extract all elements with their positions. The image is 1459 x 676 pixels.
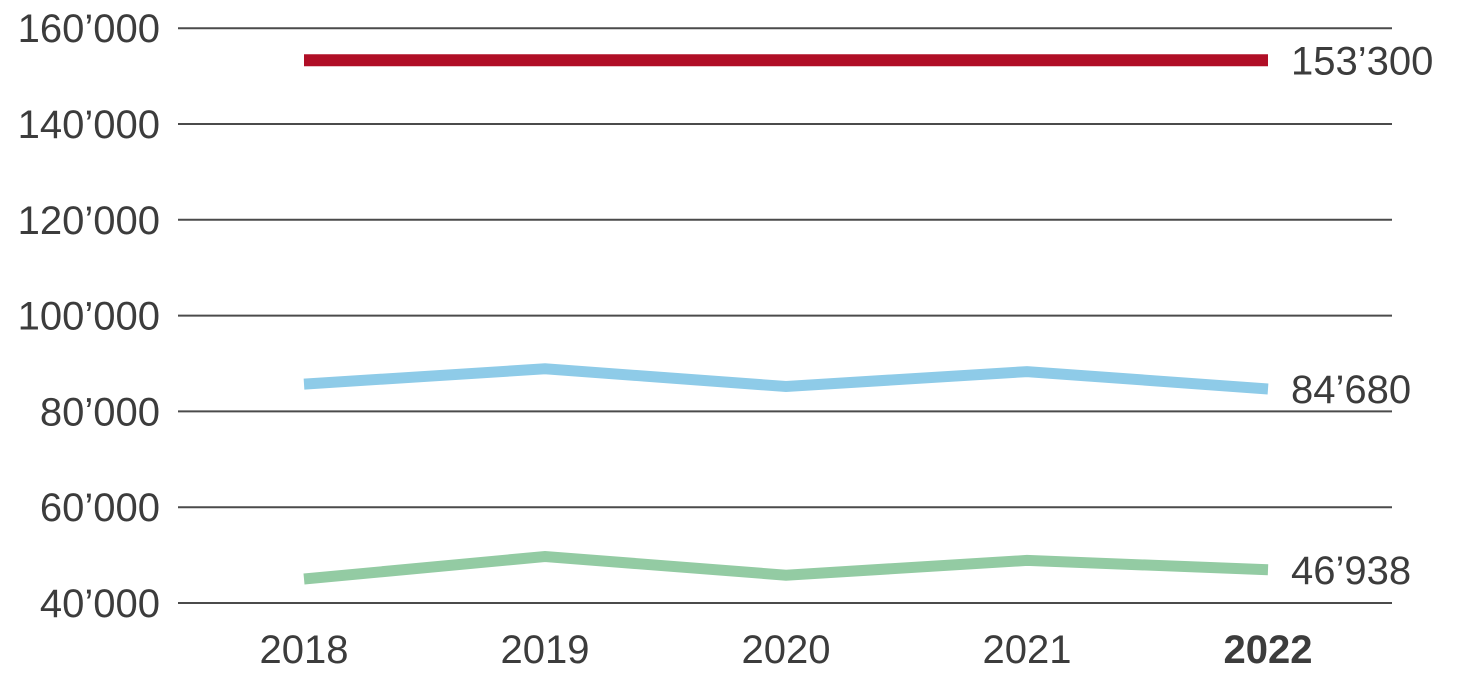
blue-series-value-label: 84’680: [1291, 368, 1411, 412]
y-tick-label: 100’000: [18, 295, 160, 339]
x-tick-label-2018: 2018: [260, 628, 349, 672]
x-tick-label-2020: 2020: [742, 628, 831, 672]
x-tick-label-2022: 2022: [1224, 628, 1313, 672]
red-series-value-label: 153’300: [1291, 39, 1433, 83]
y-tick-label: 120’000: [18, 199, 160, 243]
green-series-line: [303, 550, 1269, 585]
y-tick-label: 40’000: [40, 582, 160, 626]
y-tick-label: 80’000: [40, 390, 160, 434]
x-tick-label-2019: 2019: [501, 628, 590, 672]
green-series-value-label: 46’938: [1291, 549, 1411, 593]
x-tick-label-2021: 2021: [983, 628, 1072, 672]
y-tick-label: 60’000: [40, 486, 160, 530]
y-tick-label: 160’000: [18, 7, 160, 51]
y-tick-label: 140’000: [18, 103, 160, 147]
blue-series-line: [303, 363, 1269, 395]
